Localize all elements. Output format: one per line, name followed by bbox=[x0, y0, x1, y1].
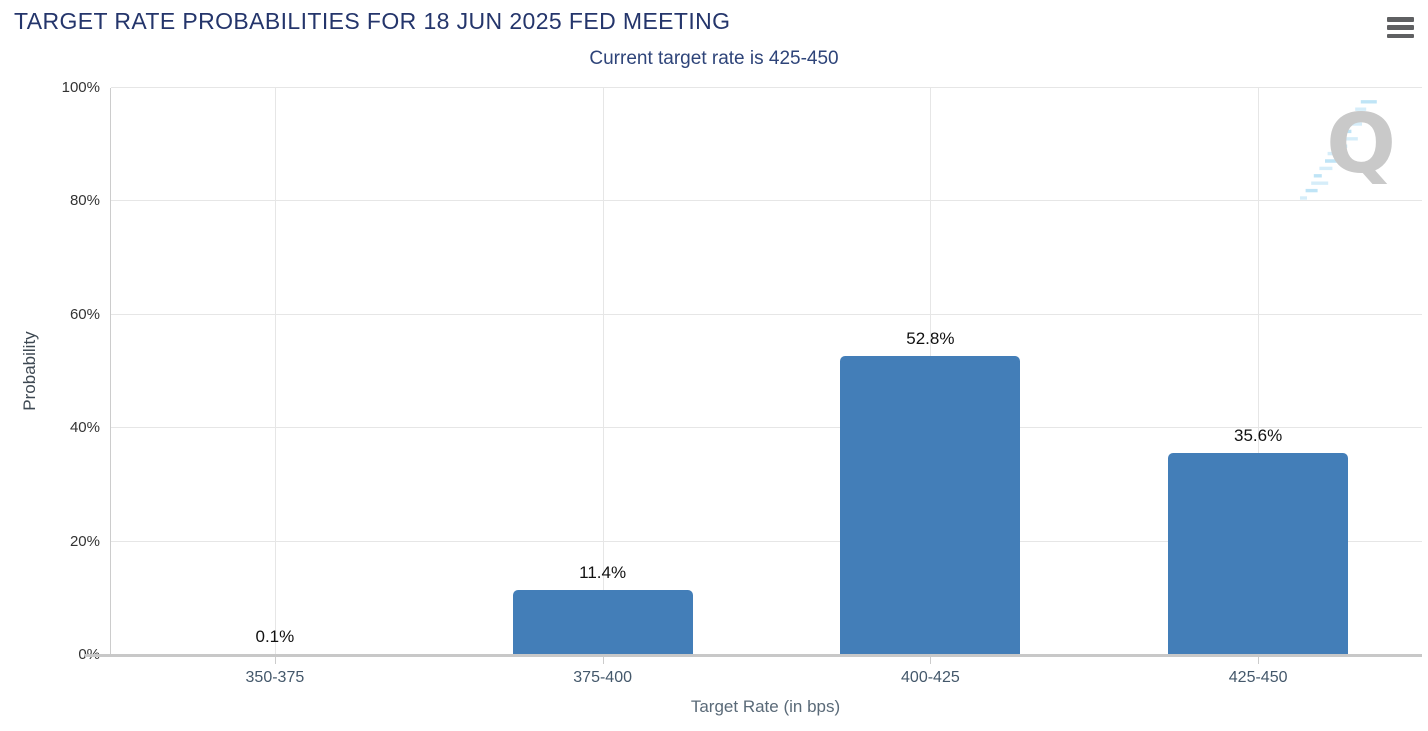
x-tick-mark bbox=[274, 657, 276, 664]
y-tick-label: 60% bbox=[69, 305, 100, 323]
x-axis-title: Target Rate (in bps) bbox=[690, 697, 841, 716]
y-gridline bbox=[111, 87, 1422, 88]
probability-bar-375-400[interactable] bbox=[512, 590, 693, 655]
y-tick-label: 40% bbox=[69, 419, 100, 437]
category-column: 0.1% 350-375 bbox=[111, 88, 439, 686]
category-column: 35.6% 425-450 bbox=[1094, 88, 1422, 686]
y-tick-label: 20% bbox=[69, 532, 100, 550]
y-gridline bbox=[111, 313, 1422, 315]
x-tick-label: 375-400 bbox=[573, 669, 632, 686]
y-tick-label: 100% bbox=[61, 79, 100, 96]
bar-value-label: 0.1% bbox=[255, 627, 295, 646]
hamburger-bar bbox=[1387, 33, 1414, 38]
plot-area: 0.1% 350-375 11.4% 375-400 52.8% 400-425 35.6%… bbox=[85, 87, 1422, 686]
y-gridline bbox=[111, 540, 1422, 542]
x-tick-mark bbox=[1258, 657, 1260, 664]
quikstrike-q-logo: Q bbox=[1326, 97, 1396, 192]
hamburger-bar bbox=[1387, 17, 1414, 22]
bar-value-label: 35.6% bbox=[1234, 426, 1283, 445]
category-column: 11.4% 375-400 bbox=[439, 88, 767, 686]
y-gridline bbox=[111, 427, 1422, 429]
x-gridline bbox=[274, 88, 276, 655]
bar-columns: 0.1% 350-375 11.4% 375-400 52.8% 400-425 35.6%… bbox=[111, 88, 1422, 686]
chart-title: TARGET RATE PROBABILITIES FOR 18 JUN 202… bbox=[14, 8, 731, 34]
bar-value-label: 11.4% bbox=[579, 563, 627, 582]
x-tick-mark bbox=[930, 657, 932, 664]
chart-subtitle: Current target rate is 425-450 bbox=[589, 48, 839, 69]
hamburger-bar bbox=[1387, 25, 1414, 30]
quikstrike-watermark: Q bbox=[1292, 90, 1404, 208]
y-gridline bbox=[111, 200, 1422, 202]
y-tick-label: 80% bbox=[69, 192, 100, 210]
x-tick-label: 350-375 bbox=[245, 669, 305, 686]
x-tick-mark bbox=[602, 657, 604, 664]
y-axis-tick-labels: 0%20%40%60%80%100% bbox=[0, 79, 104, 663]
quikstrike-swoosh-icon bbox=[1300, 100, 1377, 200]
x-axis-line bbox=[85, 654, 1422, 657]
probability-bar-400-425[interactable] bbox=[840, 356, 1021, 655]
bar-value-label: 52.8% bbox=[906, 329, 955, 348]
category-column: 52.8% 400-425 bbox=[767, 88, 1095, 686]
probability-bar-425-450[interactable] bbox=[1168, 453, 1349, 655]
x-tick-label: 425-450 bbox=[1228, 669, 1288, 686]
hamburger-menu-icon[interactable] bbox=[1387, 17, 1414, 38]
x-tick-label: 400-425 bbox=[901, 669, 960, 686]
x-gridline bbox=[1258, 88, 1260, 655]
x-gridline bbox=[602, 88, 604, 655]
